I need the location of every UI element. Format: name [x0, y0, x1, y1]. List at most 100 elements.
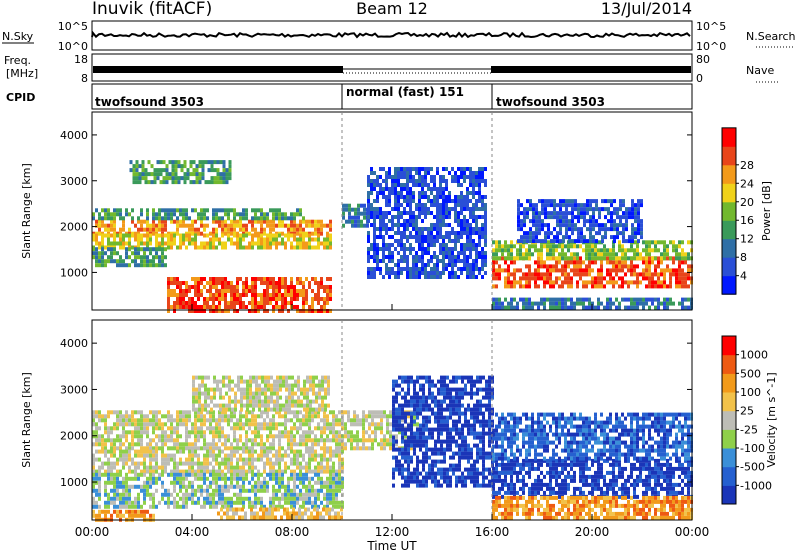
station-title: Inuvik (fitACF): [92, 0, 212, 19]
velocity-colorbar-swatch: [722, 429, 736, 449]
xtick-label: 12:00: [375, 525, 410, 539]
velocity-ytick-label: 3000: [60, 383, 88, 396]
power-colorbar-swatch: [722, 164, 736, 184]
velocity-ytick-label: 1000: [60, 476, 88, 489]
power-colorbar-tick: 12: [740, 233, 754, 246]
power-region-1: [92, 233, 332, 250]
velocity-colorbar-swatch: [722, 466, 736, 486]
power-region-0: [92, 219, 332, 236]
nsky-tick-top: 10^5: [58, 20, 88, 33]
velocity-region-0: [92, 410, 419, 451]
velocity-ylabel: Slant Range [km]: [20, 372, 33, 468]
velocity-colorbar-swatch: [722, 392, 736, 412]
nsky-panel: N.Sky 10^5 10^0 10^5 10^0 N.Search: [2, 20, 796, 53]
power-colorbar-swatch: [722, 201, 736, 221]
xtick-label: 16:00: [475, 525, 510, 539]
velocity-region-9: [492, 495, 693, 520]
freq-band-left: [93, 66, 343, 73]
power-region-2: [92, 208, 305, 221]
nsearch-tick-bottom: 10^0: [696, 40, 726, 53]
velocity-ytick-label: 2000: [60, 430, 88, 443]
power-ytick-label: 1000: [60, 266, 88, 279]
xtick-label: 04:00: [175, 525, 210, 539]
velocity-region-3: [92, 472, 344, 509]
cpid-label: CPID: [6, 91, 35, 104]
velocity-colorbar-tick: -1000: [740, 479, 772, 492]
power-region-8: [492, 256, 693, 289]
velocity-ytick-label: 4000: [60, 337, 88, 350]
nsky-trace: [91, 30, 691, 39]
velocity-region-5: [217, 507, 343, 520]
power-ylabel: Slant Range [km]: [20, 163, 33, 259]
velocity-colorbar-swatch: [722, 373, 736, 393]
nave-tick-top: 80: [696, 53, 710, 66]
velocity-colorbar-tick: -100: [740, 442, 765, 455]
power-colorbar-swatch: [722, 238, 736, 258]
nsearch-tick-top: 10^5: [696, 20, 726, 33]
freq-band-right: [491, 66, 691, 73]
cpid-segment-2: normal (fast) 151: [346, 85, 464, 99]
power-colorbar-tick: 8: [740, 251, 747, 264]
xtick-label: 00:00: [675, 525, 710, 539]
velocity-colorbar-tick: -25: [740, 423, 758, 436]
nsky-label: N.Sky: [2, 30, 34, 43]
power-region-7: [367, 167, 487, 279]
power-ytick-label: 2000: [60, 221, 88, 234]
velocity-colorbar-swatch: [722, 336, 736, 356]
velocity-colorbar-tick: -500: [740, 461, 765, 474]
beam-title: Beam 12: [356, 0, 428, 18]
cpid-segment-3: twofsound 3503: [496, 95, 605, 109]
velocity-colorbar-swatch: [722, 448, 736, 468]
power-ytick-label: 4000: [60, 129, 88, 142]
freq-panel: Freq. [MHz] 18 8 80 0 Nave: [4, 53, 780, 85]
velocity-region-2: [192, 375, 330, 412]
velocity-panel: 1000 2000 3000 4000 Slant Range [km] 1000 50…: [20, 319, 778, 522]
xtick-label: 00:00: [75, 525, 110, 539]
power-colorbar-label: Power [dB]: [760, 181, 773, 241]
power-colorbar-swatch: [722, 275, 736, 295]
velocity-colorbar-swatch: [722, 354, 736, 374]
date-title: 13/Jul/2014: [601, 0, 692, 18]
power-colorbar-swatch: [722, 220, 736, 240]
velocity-region-8: [492, 412, 693, 461]
cpid-panel: CPID twofsound 3503 normal (fast) 151 tw…: [6, 83, 693, 110]
time-axis: 00:00 04:00 08:00 12:00 16:00 20:00 00:00: [75, 304, 710, 539]
power-region-5: [167, 277, 332, 313]
power-region-4: [92, 247, 167, 268]
power-region-6: [342, 203, 369, 228]
nave-tick-bottom: 0: [696, 72, 703, 85]
power-region-10: [492, 297, 693, 310]
velocity-colorbar-tick: 1000: [740, 349, 768, 362]
freq-tick-top: 18: [74, 53, 88, 66]
power-colorbar-tick: 24: [740, 177, 754, 190]
velocity-colorbar-tick: 25: [740, 405, 754, 418]
power-colorbar-swatch: [722, 146, 736, 166]
freq-label-line2: [MHz]: [6, 67, 38, 80]
freq-label-line1: Freq.: [4, 54, 31, 67]
power-colorbar-swatch: [722, 257, 736, 277]
xtick-label: 08:00: [275, 525, 310, 539]
power-colorbar-tick: 20: [740, 196, 754, 209]
power-region-11: [517, 199, 643, 244]
nave-label: Nave: [746, 64, 774, 77]
xaxis-label: Time UT: [366, 539, 417, 553]
power-colorbar-swatch: [722, 127, 736, 147]
velocity-region-7: [492, 458, 693, 499]
power-colorbar-tick: 4: [740, 270, 747, 283]
cpid-segment-1: twofsound 3503: [95, 95, 204, 109]
power-region-3: [129, 160, 232, 185]
velocity-colorbar-tick: 500: [740, 367, 761, 380]
xtick-label: 20:00: [575, 525, 610, 539]
velocity-colorbar-swatch: [722, 410, 736, 430]
nsky-tick-bottom: 10^0: [58, 40, 88, 53]
power-colorbar-tick: 28: [740, 159, 754, 172]
power-ytick-label: 3000: [60, 175, 88, 188]
nsearch-label: N.Search: [746, 30, 796, 43]
velocity-colorbar-tick: 100: [740, 386, 761, 399]
velocity-region-1: [92, 449, 344, 474]
velocity-region-6: [392, 375, 494, 488]
power-panel: 1000 2000 3000 4000 Slant Range [km] 4 8 12 16…: [20, 111, 773, 313]
freq-tick-bottom: 8: [81, 72, 88, 85]
power-region-9: [492, 240, 693, 261]
